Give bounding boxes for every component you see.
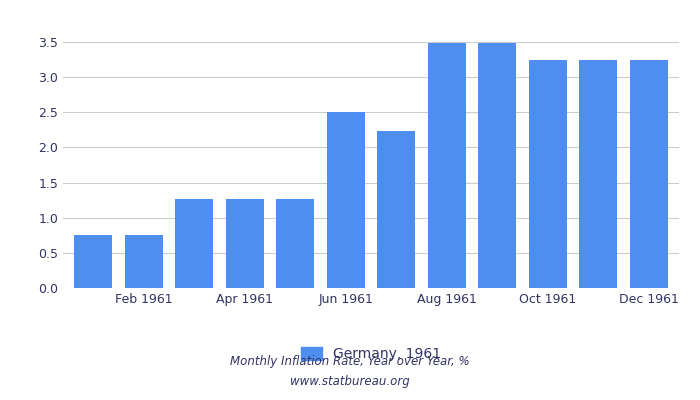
Text: Monthly Inflation Rate, Year over Year, %: Monthly Inflation Rate, Year over Year, … <box>230 356 470 368</box>
Bar <box>125 235 162 288</box>
Bar <box>276 200 314 288</box>
Bar <box>478 44 516 288</box>
Bar <box>377 130 415 288</box>
Bar <box>580 60 617 288</box>
Legend: Germany, 1961: Germany, 1961 <box>295 342 447 367</box>
Bar <box>74 235 112 288</box>
Text: www.statbureau.org: www.statbureau.org <box>290 376 410 388</box>
Bar <box>226 200 264 288</box>
Bar <box>528 60 567 288</box>
Bar <box>428 44 466 288</box>
Bar <box>327 112 365 288</box>
Bar <box>175 200 214 288</box>
Bar <box>630 60 668 288</box>
